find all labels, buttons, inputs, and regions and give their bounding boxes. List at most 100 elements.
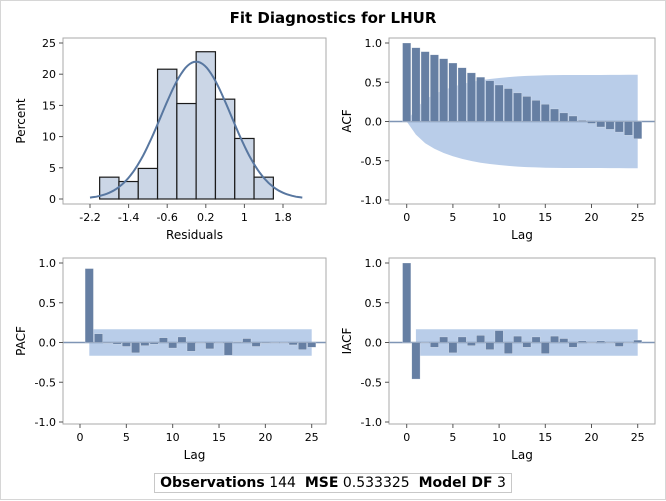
panel-pacf: -1.0 -0.5 0.0 0.5 1.0 0 5 10 15 20 25 Lag PACF [14, 257, 327, 462]
correlation-bar [260, 342, 270, 344]
x-tick-label: 25 [631, 431, 645, 444]
x-axis-label: Lag [511, 448, 533, 462]
correlation-bar [522, 96, 532, 122]
x-tick-label: 20 [585, 431, 599, 444]
correlation-bar [242, 338, 252, 343]
correlation-bar [430, 342, 439, 348]
correlation-bar [503, 342, 513, 354]
x-tick-label: 0.2 [197, 211, 215, 224]
correlation-bar [633, 121, 643, 140]
x-tick-label: 25 [631, 211, 645, 224]
y-tick-label: 1.0 [365, 37, 383, 50]
y-tick-label: -1.0 [35, 416, 56, 429]
correlation-bar [494, 84, 504, 122]
y-tick-label: 0.5 [365, 297, 383, 310]
correlation-bar [402, 42, 412, 122]
correlation-bar [466, 72, 476, 122]
correlation-bar [307, 342, 317, 348]
x-tick-label: 5 [449, 431, 456, 444]
correlation-bar [550, 108, 559, 122]
x-tick-label: 10 [492, 211, 506, 224]
plot-frame [62, 37, 327, 205]
correlation-bar [587, 121, 596, 124]
mse-label: MSE [304, 475, 339, 491]
y-tick-label: 1.0 [39, 257, 57, 270]
correlation-bar [559, 112, 569, 122]
correlation-bar [624, 121, 633, 136]
correlation-bar [513, 335, 522, 343]
correlation-bar [448, 62, 458, 122]
x-tick-label: 15 [212, 431, 226, 444]
mse-value: 0.533325 [342, 475, 410, 491]
correlation-bar [624, 342, 633, 344]
correlation-bar [411, 342, 421, 380]
correlation-bar [121, 342, 131, 347]
correlation-bar [559, 338, 569, 343]
y-tick-label: 0.0 [365, 116, 383, 129]
correlation-bar [605, 342, 615, 344]
correlation-bar [439, 336, 449, 343]
correlation-bar [411, 47, 421, 122]
correlation-bar [420, 342, 430, 344]
x-tick-label: 15 [538, 431, 552, 444]
correlation-bar [633, 339, 643, 343]
y-tick-label: 1.0 [365, 257, 383, 270]
y-tick-label: -1.0 [361, 194, 382, 207]
x-axis-label: Lag [511, 228, 533, 242]
correlation-bar [614, 121, 624, 133]
obs-label: Observations [160, 475, 265, 491]
correlation-bar [568, 115, 578, 122]
x-tick-label: -1.4 [118, 211, 139, 224]
x-axis-label: Lag [184, 448, 206, 462]
x-tick-label: 10 [166, 431, 180, 444]
histogram-bin [176, 102, 197, 200]
correlation-bar [476, 335, 486, 343]
x-tick-label: 1.8 [274, 211, 292, 224]
correlation-bar [84, 268, 94, 343]
correlation-bar [205, 342, 215, 350]
correlation-bar [158, 337, 168, 343]
histogram-bin [253, 176, 274, 200]
y-tick-label: 15 [42, 99, 56, 112]
x-tick-label: 1 [241, 211, 248, 224]
histogram-bin [195, 51, 217, 200]
panel-histogram: 0 5 10 15 20 25 -2.2 -1.4 -0.6 0.2 1 1.8 Residuals Pe… [14, 37, 327, 242]
correlation-bar [513, 92, 522, 122]
x-tick-label: -0.6 [156, 211, 177, 224]
normal-density-curve [89, 60, 303, 199]
x-tick-label: 20 [585, 211, 599, 224]
correlation-bar [279, 342, 289, 344]
correlation-bar [596, 121, 606, 128]
correlation-bar [577, 340, 587, 343]
correlation-bar [196, 342, 205, 344]
correlation-bar [531, 100, 541, 122]
correlation-bar [177, 336, 187, 343]
y-tick-label: 25 [42, 37, 56, 50]
correlation-bar [402, 262, 412, 343]
x-tick-label: 10 [492, 431, 506, 444]
x-tick-label: 20 [258, 431, 272, 444]
y-tick-label: 0.0 [39, 337, 57, 350]
y-tick-label: -0.5 [35, 376, 56, 389]
correlation-bar [103, 342, 113, 344]
df-label: Model DF [418, 475, 493, 491]
correlation-bar [568, 342, 578, 348]
correlation-bar [131, 342, 141, 354]
histogram-bin [214, 98, 236, 200]
y-tick-label: 0.5 [39, 297, 57, 310]
correlation-bar [550, 335, 559, 343]
correlation-bar [233, 341, 242, 343]
y-axis-label: ACF [340, 109, 354, 132]
correlation-bar [168, 342, 178, 349]
correlation-bar [140, 342, 150, 346]
y-tick-label: 10 [42, 131, 56, 144]
correlation-bar [466, 342, 476, 346]
footer-stats: Observations 144 MSE 0.533325 Model DF 3 [1, 472, 665, 493]
correlation-bar [149, 342, 159, 345]
correlation-bar [614, 342, 624, 347]
df-value: 3 [496, 475, 506, 491]
y-axis-label: Percent [14, 98, 28, 143]
stats-box: Observations 144 MSE 0.533325 Model DF 3 [154, 473, 512, 493]
obs-value: 144 [269, 475, 296, 491]
x-tick-label: -2.2 [79, 211, 100, 224]
